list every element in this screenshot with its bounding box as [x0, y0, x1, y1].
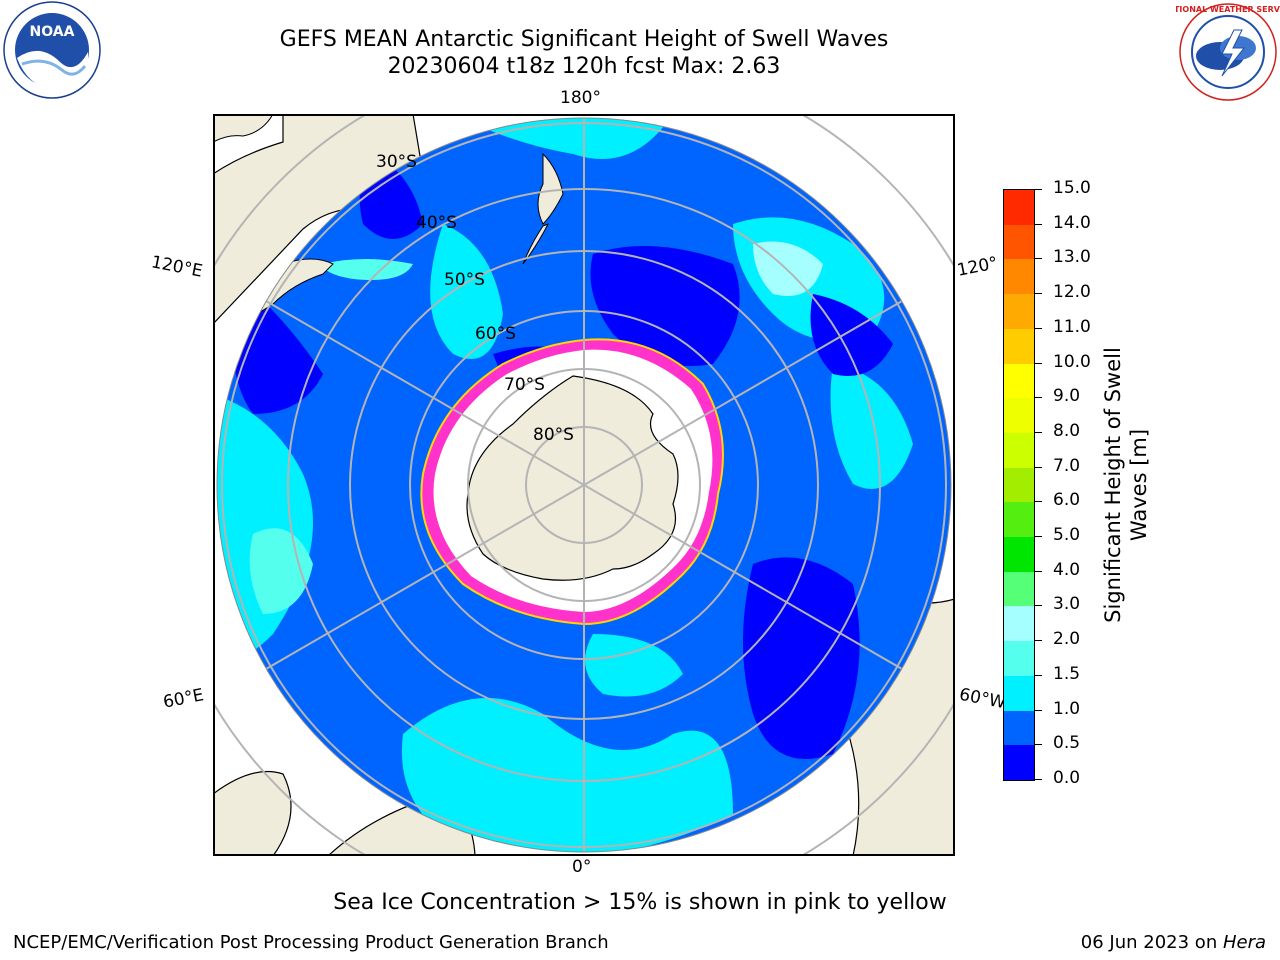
colorbar-tick-label: 9.0: [1053, 386, 1081, 407]
colorbar-bin: [1004, 605, 1034, 642]
colorbar-tick-label: 8.0: [1053, 420, 1081, 441]
lon-label-top: 180°: [560, 88, 601, 108]
colorbar-bin: [1004, 536, 1034, 572]
colorbar-title: Significant Height of Swell Waves [m]: [1101, 347, 1151, 623]
colorbar-tick-label: 10.0: [1053, 351, 1091, 372]
colorbar-tick-label: 0.5: [1053, 733, 1081, 754]
colorbar: [1003, 189, 1035, 781]
colorbar-bin: [1004, 328, 1034, 364]
colorbar-bin: [1004, 675, 1034, 711]
colorbar-tick-mark: [1034, 744, 1042, 746]
colorbar-tick-label: 1.0: [1053, 698, 1081, 719]
colorbar-tick-mark: [1034, 570, 1042, 572]
colorbar-tick-mark: [1034, 605, 1042, 607]
lat-label-70s: 70°S: [504, 375, 545, 395]
nws-logo: NATIONAL WEATHER SERVICE: [1176, 3, 1280, 101]
colorbar-tick-label: 15.0: [1053, 178, 1091, 198]
colorbar-tick-label: 11.0: [1053, 316, 1091, 337]
lon-label-upper-right: 120°: [955, 253, 1000, 281]
colorbar-tick-label: 14.0: [1053, 212, 1091, 233]
chart-subtitle: 20230604 t18z 120h fcst Max: 2.63: [387, 54, 781, 79]
colorbar-bin: [1004, 571, 1034, 607]
colorbar-tick-label: 2.0: [1053, 629, 1081, 650]
colorbar-bin: [1004, 640, 1034, 676]
colorbar-tick-mark: [1034, 466, 1042, 468]
lat-label-30s: 30°S: [376, 152, 417, 172]
lon-label-upper-left: 120°E: [149, 252, 205, 282]
lon-label-lower-right: 60°W: [957, 684, 1008, 714]
sea-ice-note: Sea Ice Concentration > 15% is shown in …: [333, 890, 947, 915]
colorbar-tick-label: 1.5: [1053, 663, 1081, 684]
colorbar-tick-label: 13.0: [1053, 247, 1091, 268]
colorbar-bin: [1004, 710, 1034, 746]
colorbar-bin: [1004, 363, 1034, 399]
colorbar-bin: [1004, 224, 1034, 260]
colorbar-tick-mark: [1034, 258, 1042, 260]
colorbar-tick-mark: [1034, 397, 1042, 399]
lat-label-50s: 50°S: [444, 270, 485, 290]
colorbar-tick-mark: [1034, 327, 1042, 329]
colorbar-bin: [1004, 397, 1034, 433]
colorbar-tick-label: 0.0: [1053, 768, 1081, 788]
colorbar-tick-mark: [1034, 223, 1042, 225]
lat-label-60s: 60°S: [475, 324, 516, 344]
chart-title: GEFS MEAN Antarctic Significant Height o…: [279, 27, 889, 52]
noaa-logo: NOAA: [3, 1, 101, 99]
colorbar-bin: [1004, 501, 1034, 538]
colorbar-tick-mark: [1034, 536, 1042, 538]
colorbar-tick-mark: [1034, 640, 1042, 642]
new-zealand: [537, 152, 564, 225]
colorbar-tick-label: 7.0: [1053, 455, 1081, 476]
graticule: [217, 118, 951, 852]
colorbar-bin: [1004, 189, 1034, 225]
colorbar-tick-mark: [1034, 779, 1042, 780]
colorbar-tick-mark: [1034, 293, 1042, 295]
colorbar-tick-mark: [1034, 501, 1042, 503]
colorbar-tick-mark: [1034, 431, 1042, 433]
colorbar-tick-label: 4.0: [1053, 559, 1081, 580]
footer-credit: NCEP/EMC/Verification Post Processing Pr…: [13, 932, 609, 953]
lat-label-40s: 40°S: [416, 213, 457, 233]
colorbar-tick-label: 6.0: [1053, 490, 1081, 511]
footer-date: 06 Jun 2023 on Hera: [1080, 932, 1266, 953]
colorbar-tick-mark: [1034, 189, 1042, 190]
colorbar-tick-mark: [1034, 709, 1042, 711]
colorbar-tick-mark: [1034, 362, 1042, 364]
polar-map: [213, 114, 955, 856]
lat-label-80s: 80°S: [533, 425, 574, 445]
colorbar-tick-mark: [1034, 674, 1042, 676]
colorbar-bin: [1004, 258, 1034, 295]
svg-text:NATIONAL WEATHER SERVICE: NATIONAL WEATHER SERVICE: [1176, 5, 1280, 14]
colorbar-bin: [1004, 432, 1034, 468]
colorbar-bin: [1004, 293, 1034, 329]
colorbar-tick-label: 3.0: [1053, 594, 1081, 615]
colorbar-tick-label: 5.0: [1053, 525, 1081, 546]
colorbar-bin: [1004, 467, 1034, 503]
lon-label-lower-left: 60°E: [161, 685, 206, 713]
colorbar-tick-label: 12.0: [1053, 282, 1091, 303]
svg-text:NOAA: NOAA: [30, 24, 75, 40]
lon-label-bottom: 0°: [572, 857, 592, 877]
colorbar-bin: [1004, 744, 1034, 780]
swell-field: [217, 118, 951, 852]
